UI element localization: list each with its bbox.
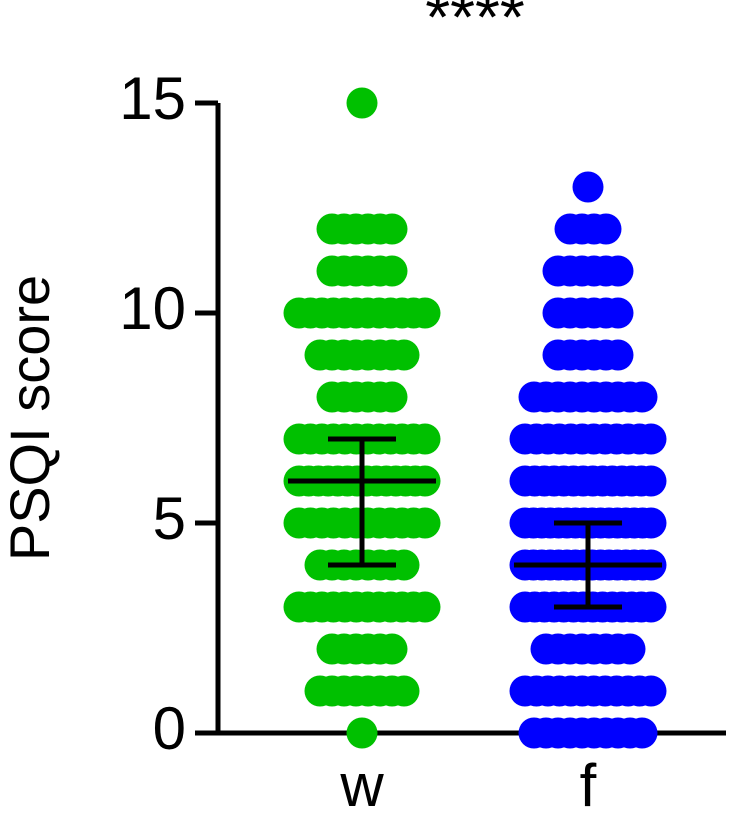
dot — [376, 213, 408, 245]
dot — [346, 87, 378, 119]
y-tick-label: 0 — [153, 695, 186, 762]
dot — [346, 717, 378, 749]
dot — [376, 255, 408, 287]
dot — [635, 423, 667, 455]
dot — [409, 423, 441, 455]
dot — [409, 297, 441, 329]
dot — [602, 255, 634, 287]
y-tick-label: 5 — [153, 485, 186, 552]
dot — [590, 213, 622, 245]
dot — [409, 507, 441, 539]
dot — [635, 465, 667, 497]
dot — [614, 633, 646, 665]
dot — [388, 549, 420, 581]
dot — [388, 339, 420, 371]
y-axis-label: PSQI score — [0, 275, 61, 561]
x-tick-label: f — [580, 752, 597, 819]
x-tick-label: w — [339, 752, 384, 819]
dot — [635, 507, 667, 539]
dot — [602, 297, 634, 329]
y-tick-label: 10 — [119, 275, 186, 342]
dot — [572, 171, 604, 203]
dot — [626, 381, 658, 413]
dot — [626, 717, 658, 749]
dot — [409, 591, 441, 623]
y-tick-label: 15 — [119, 65, 186, 132]
dot — [376, 633, 408, 665]
dot — [635, 591, 667, 623]
dot — [602, 339, 634, 371]
significance: **** — [425, 0, 525, 53]
dot — [376, 381, 408, 413]
dot — [635, 675, 667, 707]
dot — [388, 675, 420, 707]
